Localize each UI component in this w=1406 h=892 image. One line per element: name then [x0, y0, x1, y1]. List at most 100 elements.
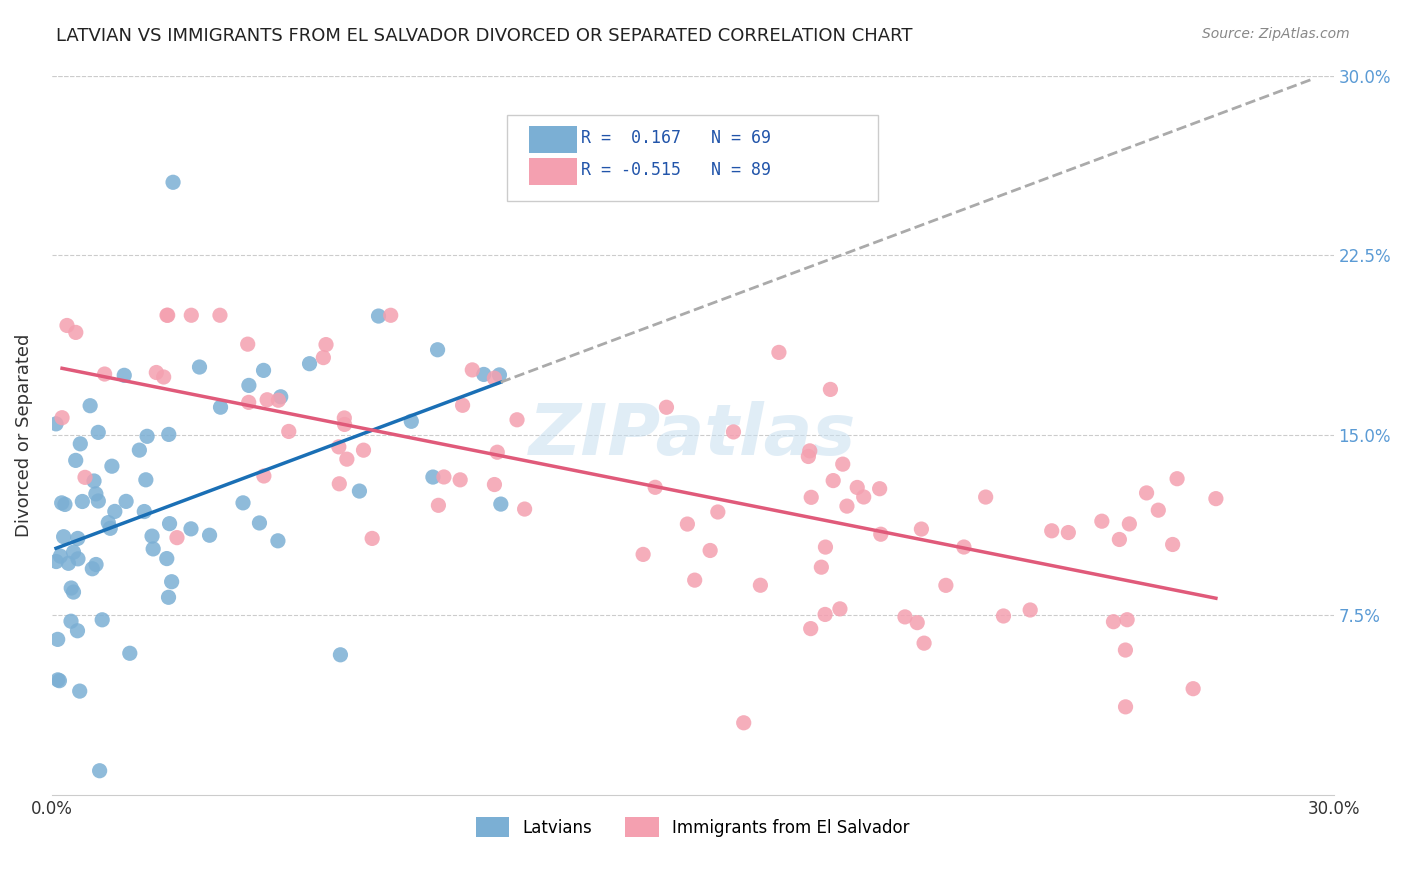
Latvians [45, 417, 67, 431]
Latvians [89, 764, 111, 778]
Latvians [69, 684, 91, 698]
Latvians [66, 551, 89, 566]
Latvians [72, 494, 94, 508]
Immigrants from El Salvador [65, 326, 87, 340]
Y-axis label: Divorced or Separated: Divorced or Separated [15, 334, 32, 537]
Latvians [489, 497, 512, 511]
Latvians [101, 459, 124, 474]
Text: R =  0.167   N = 69: R = 0.167 N = 69 [581, 129, 770, 147]
Immigrants from El Salvador [699, 543, 721, 558]
Immigrants from El Salvador [1057, 525, 1080, 540]
Latvians [52, 530, 75, 544]
Latvians [142, 541, 165, 556]
Immigrants from El Salvador [433, 470, 456, 484]
Immigrants from El Salvador [910, 522, 932, 536]
Latvians [82, 562, 104, 576]
Immigrants from El Salvador [1114, 643, 1136, 657]
Latvians [162, 175, 184, 189]
Immigrants from El Salvador [328, 440, 350, 454]
Immigrants from El Salvador [145, 366, 167, 380]
Immigrants from El Salvador [768, 345, 790, 359]
Immigrants from El Salvador [723, 425, 745, 439]
Immigrants from El Salvador [256, 392, 278, 407]
Immigrants from El Salvador [707, 505, 730, 519]
Immigrants from El Salvador [1102, 615, 1125, 629]
Latvians [49, 549, 72, 563]
Immigrants from El Salvador [506, 413, 529, 427]
Latvians [60, 614, 83, 628]
Latvians [84, 558, 107, 572]
Latvians [87, 494, 110, 508]
Immigrants from El Salvador [935, 578, 957, 592]
Immigrants from El Salvador [513, 502, 536, 516]
Text: Source: ZipAtlas.com: Source: ZipAtlas.com [1202, 27, 1350, 41]
Latvians [135, 473, 157, 487]
Immigrants from El Salvador [156, 308, 179, 322]
Latvians [232, 496, 254, 510]
Immigrants from El Salvador [253, 469, 276, 483]
Latvians [46, 673, 69, 687]
Latvians [65, 453, 87, 467]
Latvians [66, 532, 89, 546]
Immigrants from El Salvador [1115, 699, 1137, 714]
Immigrants from El Salvador [380, 308, 402, 322]
Latvians [472, 368, 495, 382]
Immigrants from El Salvador [1040, 524, 1063, 538]
Immigrants from El Salvador [835, 499, 858, 513]
Immigrants from El Salvador [180, 308, 202, 322]
Immigrants from El Salvador [156, 308, 179, 322]
Latvians [62, 585, 84, 599]
Immigrants from El Salvador [152, 370, 174, 384]
Immigrants from El Salvador [683, 573, 706, 587]
Immigrants from El Salvador [277, 425, 299, 439]
Immigrants from El Salvador [1019, 603, 1042, 617]
Text: ZIPatlas: ZIPatlas [529, 401, 856, 469]
Latvians [349, 484, 371, 499]
Immigrants from El Salvador [631, 548, 654, 562]
Immigrants from El Salvador [800, 622, 823, 636]
Latvians [66, 624, 89, 638]
Latvians [422, 470, 444, 484]
Immigrants from El Salvador [361, 532, 384, 546]
Immigrants from El Salvador [93, 367, 115, 381]
Immigrants from El Salvador [166, 531, 188, 545]
Latvians [128, 443, 150, 458]
Immigrants from El Salvador [1205, 491, 1227, 506]
Immigrants from El Salvador [799, 443, 821, 458]
Immigrants from El Salvador [73, 470, 96, 484]
Latvians [270, 390, 292, 404]
Immigrants from El Salvador [267, 393, 290, 408]
Latvians [115, 494, 138, 508]
Immigrants from El Salvador [905, 615, 928, 630]
Immigrants from El Salvador [814, 540, 837, 554]
Text: R = -0.515   N = 89: R = -0.515 N = 89 [581, 161, 770, 178]
Immigrants from El Salvador [427, 499, 450, 513]
Immigrants from El Salvador [333, 411, 356, 425]
Latvians [160, 574, 183, 589]
Latvians [298, 357, 321, 371]
Latvians [156, 551, 179, 566]
Immigrants from El Salvador [894, 610, 917, 624]
Immigrants from El Salvador [312, 351, 335, 365]
Latvians [367, 309, 389, 323]
Latvians [134, 504, 156, 518]
Latvians [87, 425, 110, 440]
Immigrants from El Salvador [810, 560, 832, 574]
Immigrants from El Salvador [1091, 514, 1114, 528]
Latvians [238, 378, 260, 392]
FancyBboxPatch shape [506, 115, 879, 202]
Immigrants from El Salvador [749, 578, 772, 592]
Immigrants from El Salvador [1161, 537, 1184, 551]
Immigrants from El Salvador [644, 480, 666, 494]
Immigrants from El Salvador [333, 417, 356, 432]
Immigrants from El Salvador [1116, 613, 1139, 627]
Immigrants from El Salvador [315, 337, 337, 351]
Latvians [60, 581, 83, 595]
Immigrants from El Salvador [869, 527, 891, 541]
Latvians [426, 343, 449, 357]
Immigrants from El Salvador [820, 383, 842, 397]
Immigrants from El Salvador [676, 517, 699, 532]
Latvians [46, 632, 69, 647]
Immigrants from El Salvador [1135, 486, 1157, 500]
Latvians [249, 516, 271, 530]
